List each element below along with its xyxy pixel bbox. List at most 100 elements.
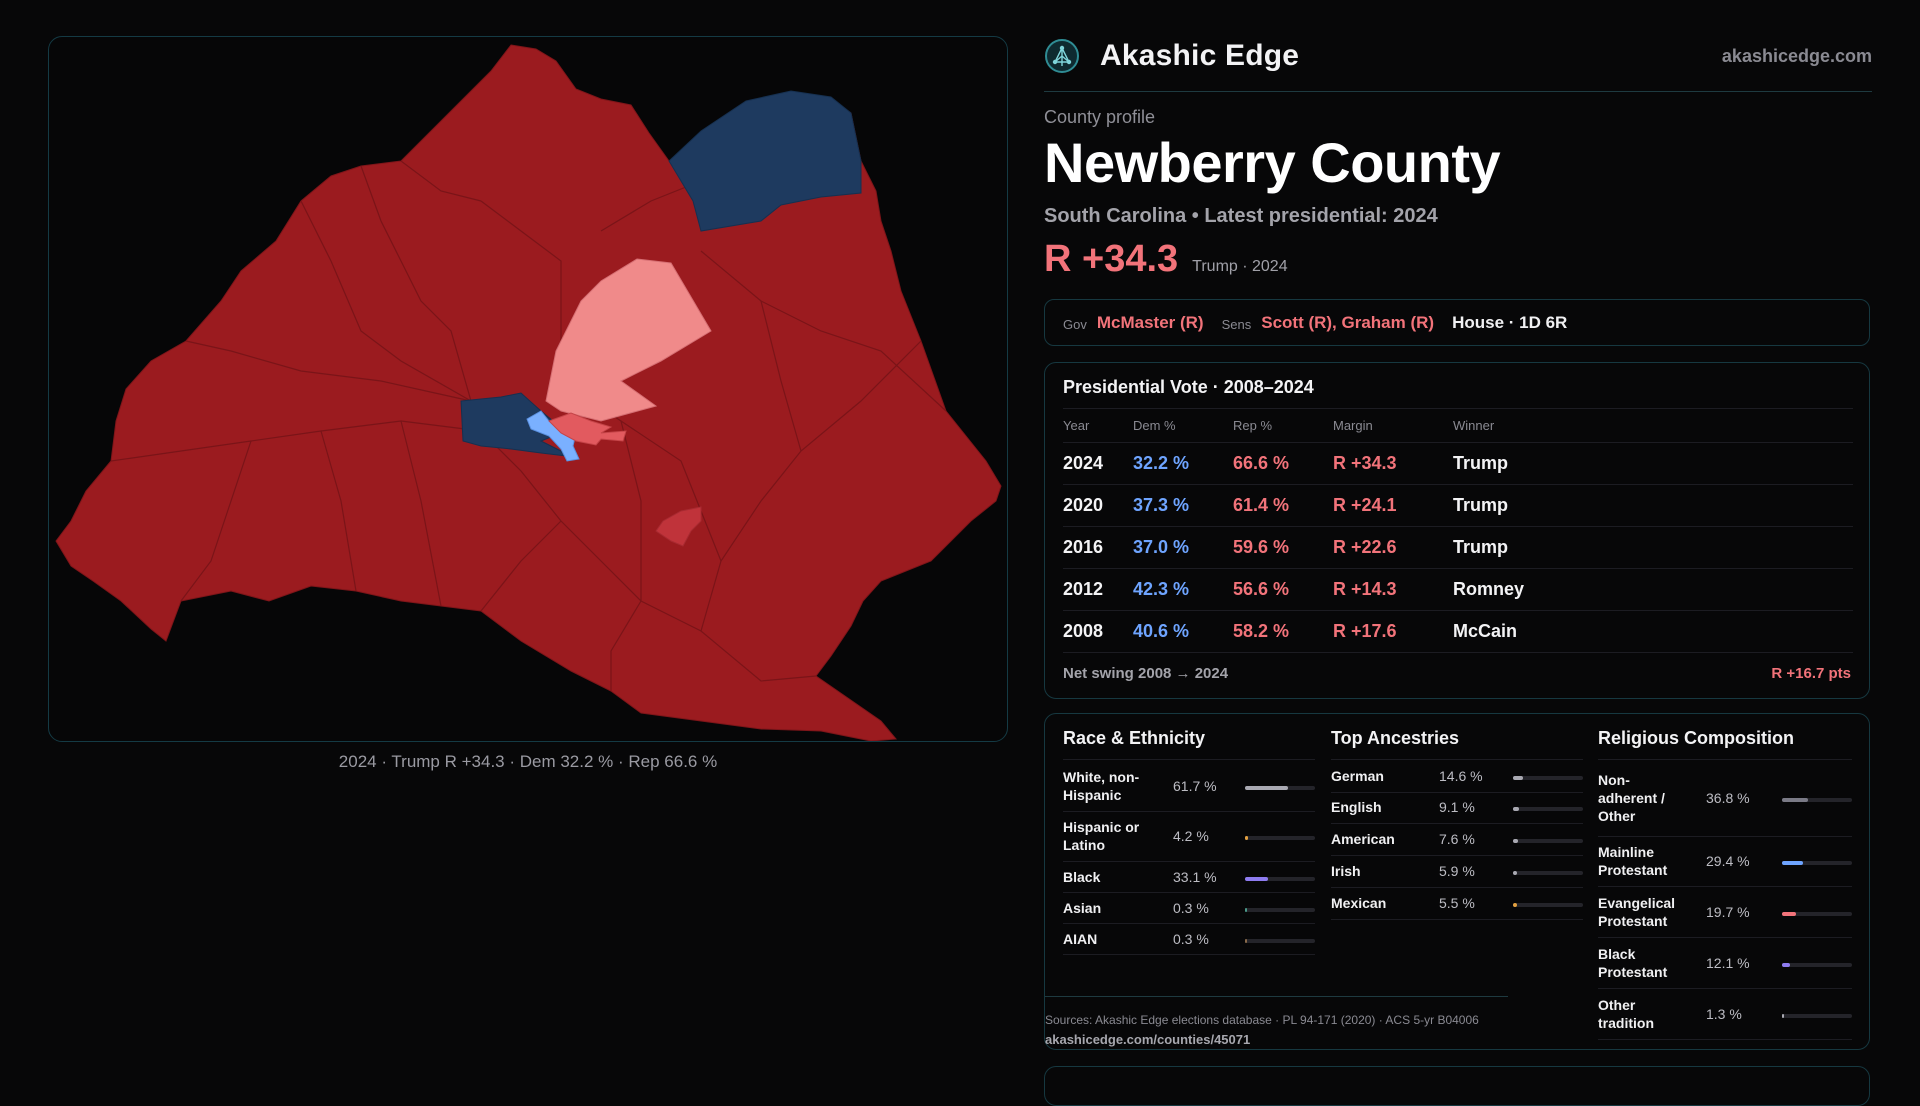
share-bar-fill [1782,798,1808,802]
cell-winner: Romney [1453,568,1853,611]
cell-year: 2024 [1063,442,1133,485]
presidential-title: Presidential Vote · 2008–2024 [1063,377,1314,397]
governor: McMaster (R) [1096,312,1204,332]
race-title: Race & Ethnicity [1063,728,1206,748]
item-value: 14.6 % [1439,768,1483,784]
item-label: Irish [1331,863,1361,879]
cell-winner: McCain [1453,610,1853,653]
item-label: Other tradition [1598,997,1654,1031]
table-row: 2016 37.0 % 59.6 % R +22.6 Trump [1063,526,1853,569]
precinct-tilt-r-city[interactable] [548,412,627,446]
item-label: Black [1063,869,1101,885]
cell-year: 2012 [1063,568,1133,611]
share-bar-fill [1513,839,1519,843]
cell-rep: 66.6 % [1233,442,1333,485]
precinct-lean-d[interactable] [526,410,580,462]
county-outline[interactable] [55,44,1002,741]
list-item: English 9.1 % [1331,791,1583,824]
share-bar-fill [1513,807,1520,811]
item-label: Non-adherent / Other [1598,772,1665,824]
precinct-tilt-r-south[interactable] [655,506,702,547]
share-bar [1245,939,1315,943]
brand[interactable]: Akashic Edge [1044,36,1299,76]
margin-context: Trump · 2024 [1192,258,1288,275]
precinct-lean-r[interactable] [545,258,712,422]
item-value: 29.4 % [1706,853,1750,869]
share-bar-fill [1513,903,1517,907]
sens-label: Sens [1221,317,1252,332]
presidential-vote-card: Presidential Vote · 2008–2024 Year Dem %… [1044,362,1870,699]
share-bar [1245,786,1315,790]
site-link[interactable]: akashicedge.com [1721,46,1872,66]
list-item: Black Protestant 12.1 % [1598,937,1852,989]
list-item: White, non-Hispanic 61.7 % [1063,759,1315,812]
share-bar-fill [1513,871,1518,875]
cell-winner: Trump [1453,526,1853,569]
share-bar-fill [1245,877,1269,881]
list-item: Evangelical Protestant 19.7 % [1598,886,1852,938]
list-item: Mainline Protestant 29.4 % [1598,835,1852,887]
cell-margin: R +17.6 [1333,610,1453,653]
headline-margin: R +34.3 Trump · 2024 [1044,238,1288,281]
item-value: 9.1 % [1439,799,1475,815]
share-bar [1782,798,1852,802]
cell-rep: 59.6 % [1233,526,1333,569]
col-winner: Winner [1453,408,1853,443]
item-value: 0.3 % [1173,900,1209,916]
share-bar [1245,908,1315,912]
page-title: Newberry County [1044,131,1501,194]
page-eyebrow: County profile [1044,107,1156,127]
table-row: 2008 40.6 % 58.2 % R +17.6 McCain [1063,610,1853,653]
list-item: Asian 0.3 % [1063,892,1315,924]
cell-margin: R +14.3 [1333,568,1453,611]
col-year: Year [1063,408,1133,443]
share-bar-fill [1782,861,1803,865]
item-value: 19.7 % [1706,904,1750,920]
item-value: 33.1 % [1173,869,1217,885]
share-bar-fill [1245,908,1247,912]
source-url-link[interactable]: akashicedge.com/counties/45071 [1045,1032,1251,1047]
cell-dem: 32.2 % [1133,442,1233,485]
brand-name: Akashic Edge [1100,39,1300,72]
share-bar [1782,861,1852,865]
item-label: Asian [1063,900,1102,916]
precinct-map[interactable] [49,37,1007,741]
share-bar [1513,839,1583,843]
list-item: Hispanic or Latino 4.2 % [1063,810,1315,862]
item-value: 36.8 % [1706,790,1750,806]
sources-divider [1045,996,1508,997]
item-label: English [1331,799,1382,815]
list-item: American 7.6 % [1331,823,1583,856]
cell-year: 2020 [1063,484,1133,527]
share-bar [1513,776,1583,780]
item-label: Black Protestant [1598,946,1668,980]
cell-dem: 40.6 % [1133,610,1233,653]
item-value: 1.3 % [1706,1006,1742,1022]
item-label: American [1331,831,1395,847]
item-label: Hispanic or Latino [1063,819,1140,853]
precinct-safe-d-center[interactable] [460,392,568,457]
item-value: 0.3 % [1173,931,1209,947]
col-rep: Rep % [1233,408,1333,443]
senators: Scott (R), Graham (R) [1261,312,1435,332]
cell-rep: 58.2 % [1233,610,1333,653]
cell-dem: 42.3 % [1133,568,1233,611]
precinct-safe-d-ne[interactable] [668,90,862,232]
header-divider [1044,91,1872,92]
cell-margin: R +34.3 [1333,442,1453,485]
item-label: German [1331,768,1384,784]
county-map[interactable] [48,36,1008,742]
list-item: Black 33.1 % [1063,861,1315,893]
cell-rep: 56.6 % [1233,568,1333,611]
map-caption: 2024 · Trump R +34.3 · Dem 32.2 % · Rep … [338,752,718,771]
share-bar-fill [1782,963,1791,967]
margin-value: R +34.3 [1044,238,1179,280]
item-label: White, non-Hispanic [1063,769,1140,803]
cell-winner: Trump [1453,484,1853,527]
gov-label: Gov [1063,317,1087,332]
sources: Sources: Akashic Edge elections database… [1045,1010,1479,1050]
page-subtitle: South Carolina • Latest presidential: 20… [1044,205,1438,227]
share-bar [1245,877,1315,881]
share-bar-fill [1245,939,1247,943]
item-value: 5.5 % [1439,895,1475,911]
